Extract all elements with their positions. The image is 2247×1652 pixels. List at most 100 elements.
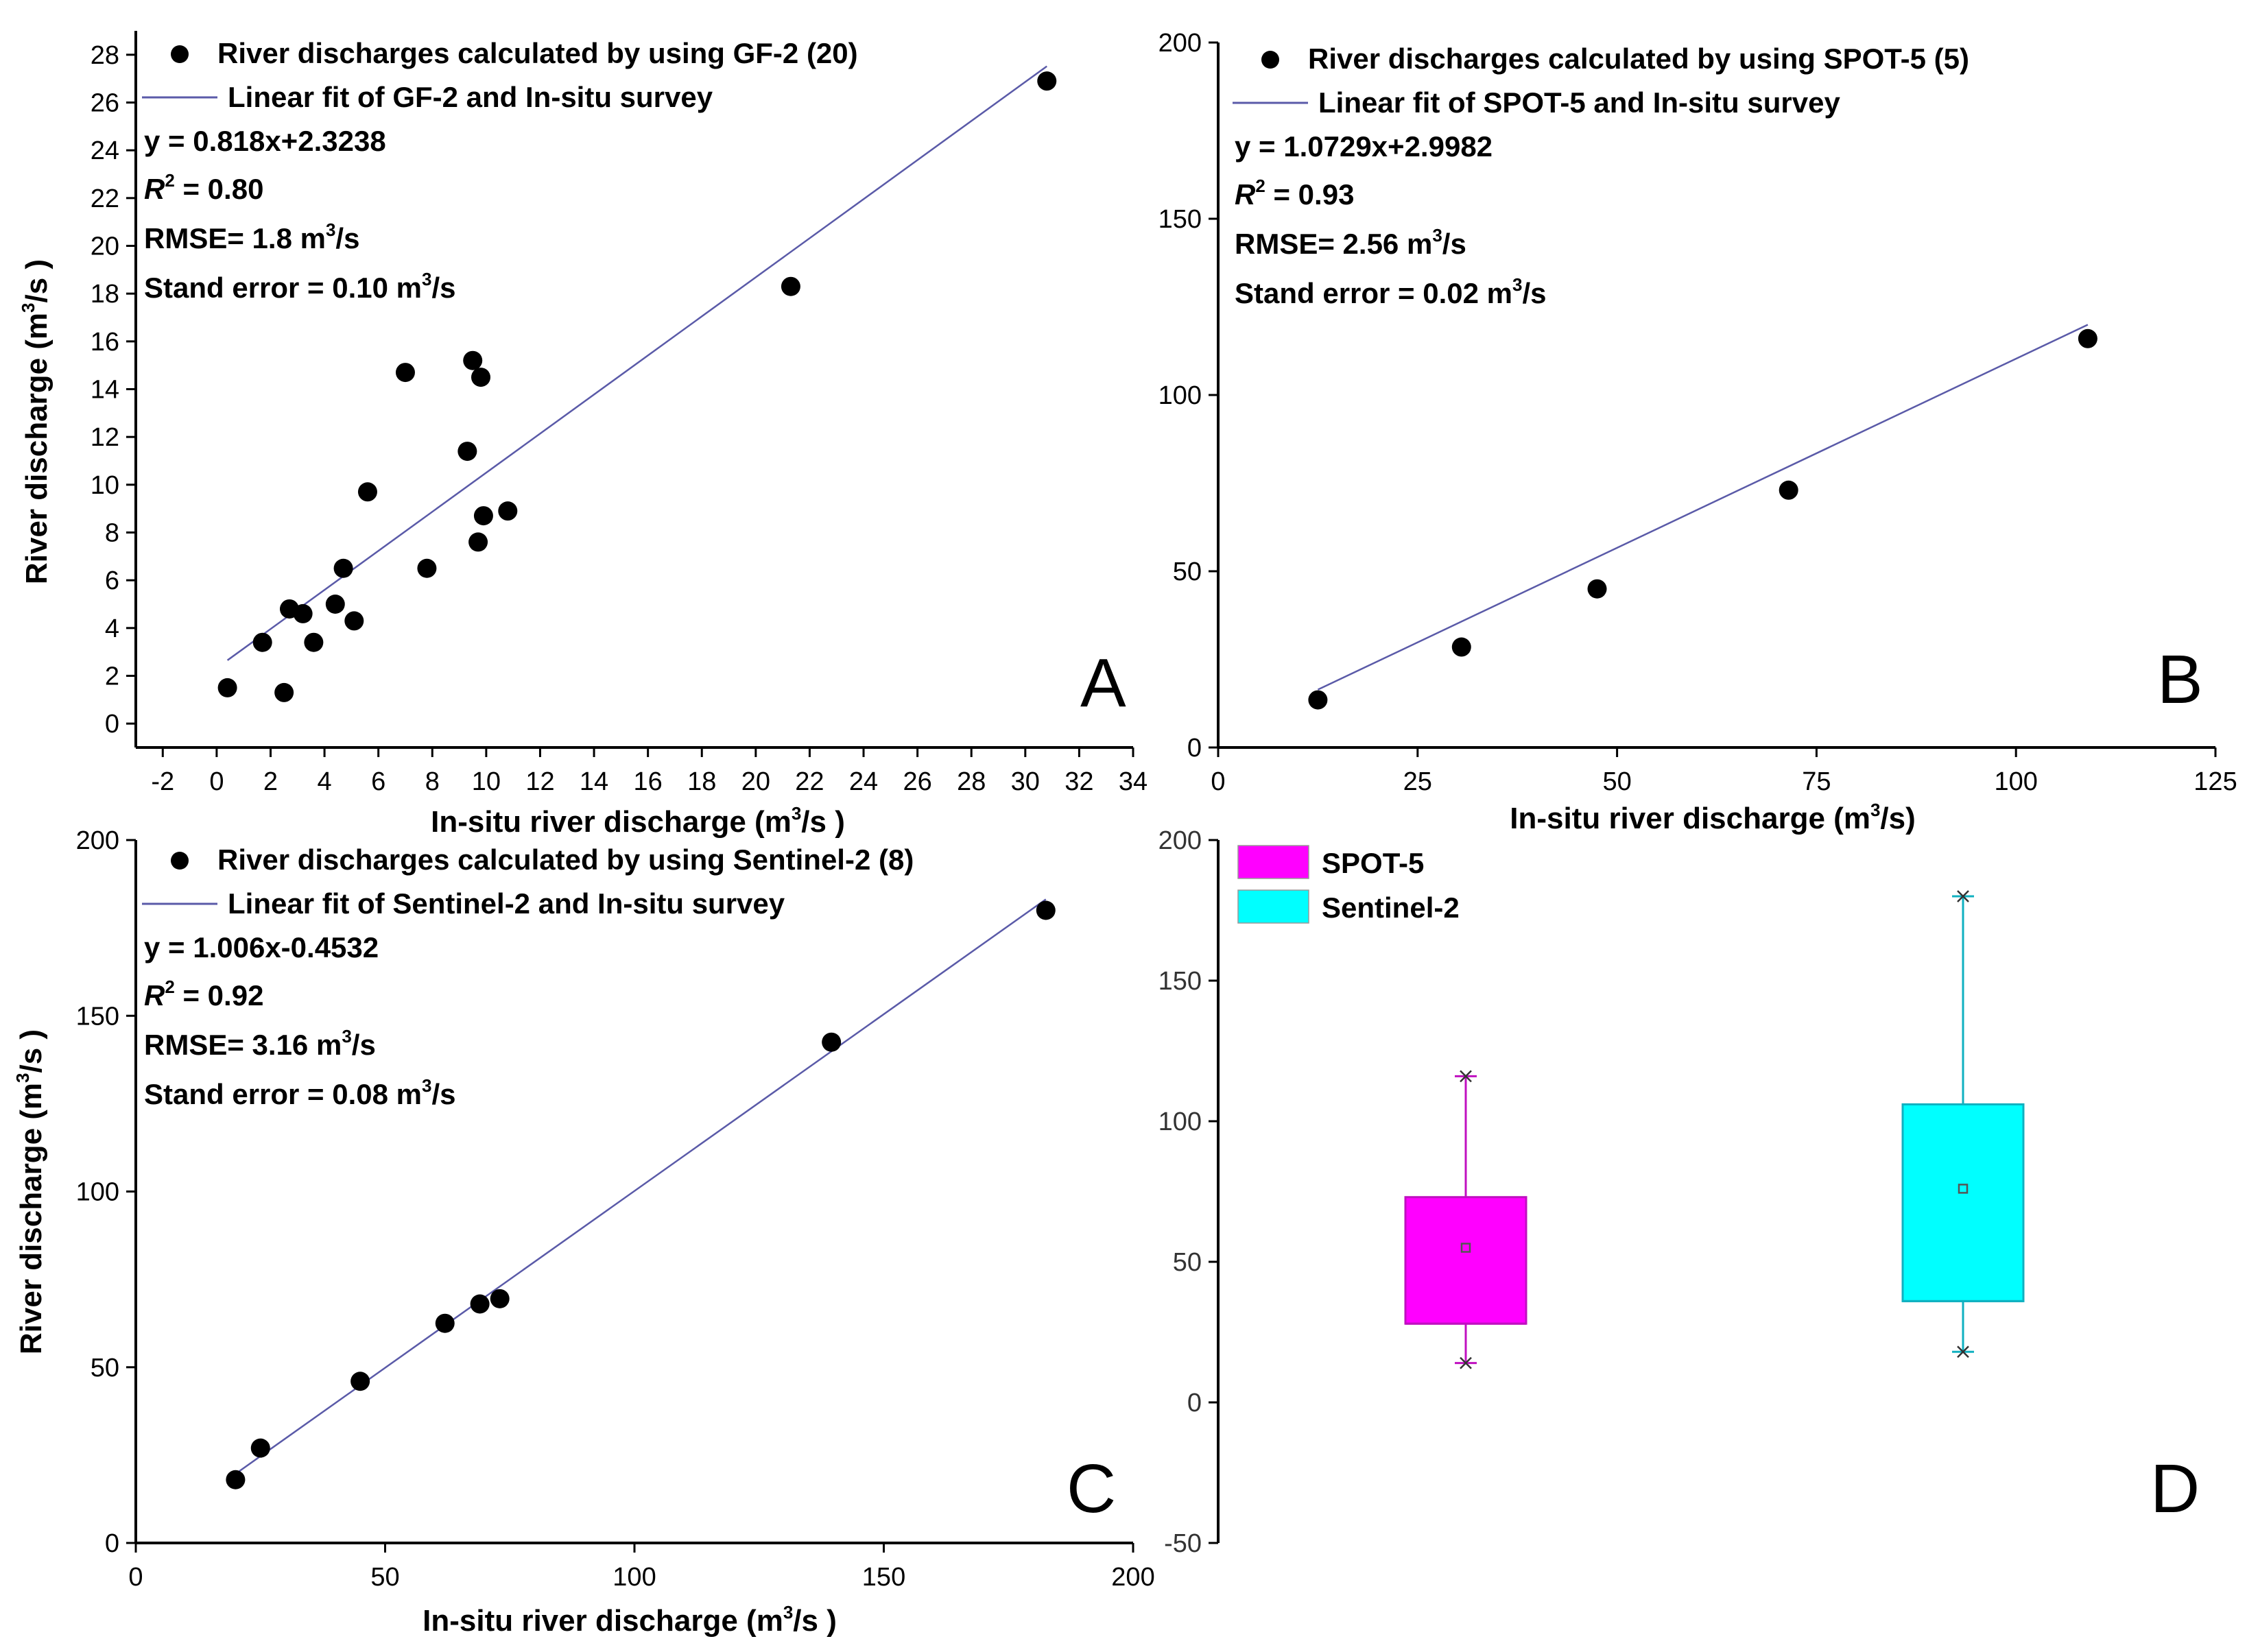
fit-equation: y = 1.0729x+2.9982 bbox=[1235, 130, 1493, 163]
data-point bbox=[470, 1294, 490, 1314]
legend-swatch bbox=[1237, 845, 1309, 879]
x-tick-label: 100 bbox=[613, 1563, 656, 1592]
data-point bbox=[435, 1313, 455, 1333]
data-point bbox=[250, 1438, 270, 1458]
x-tick-label: 0 bbox=[209, 767, 224, 796]
y-tick-label: 100 bbox=[76, 1178, 119, 1207]
data-point bbox=[350, 1372, 370, 1391]
data-point bbox=[498, 501, 518, 521]
y-tick-label: 200 bbox=[76, 826, 119, 855]
x-tick-label: 100 bbox=[1994, 767, 2037, 796]
fit-line bbox=[226, 65, 1047, 661]
fit-line bbox=[1317, 324, 2089, 691]
standard-error: Stand error = 0.08 m3/s bbox=[144, 1075, 456, 1110]
y-tick-label: 150 bbox=[76, 1002, 119, 1031]
r-squared: R2 = 0.92 bbox=[144, 977, 263, 1011]
y-tick-label: 16 bbox=[91, 328, 119, 357]
x-tick-label: 24 bbox=[849, 767, 878, 796]
y-tick-label: 28 bbox=[91, 41, 119, 70]
legend-marker-scatter bbox=[1261, 51, 1279, 69]
panel-d: -50 0 50 100 150 200 SPOT-5 Sentinel-2 D bbox=[1158, 826, 2200, 1558]
y-tick-label: 18 bbox=[91, 280, 119, 309]
legend-label: Sentinel-2 bbox=[1322, 891, 1460, 924]
legend-marker-scatter bbox=[171, 852, 189, 870]
x-tick-label: 2 bbox=[263, 767, 278, 796]
data-point bbox=[344, 611, 364, 631]
y-tick-label: 50 bbox=[91, 1354, 119, 1382]
x-tick-label: 12 bbox=[525, 767, 554, 796]
x-tick-label: 28 bbox=[957, 767, 986, 796]
fit-equation: y = 1.006x-0.4532 bbox=[144, 931, 379, 963]
x-tick-label: 22 bbox=[795, 767, 824, 796]
data-point bbox=[1451, 637, 1471, 657]
panel-label: B bbox=[2157, 641, 2203, 718]
data-point bbox=[417, 558, 437, 578]
data-point bbox=[1779, 480, 1798, 500]
standard-error: Stand error = 0.02 m3/s bbox=[1235, 274, 1547, 309]
x-tick-label: 150 bbox=[862, 1563, 905, 1592]
panel-label: C bbox=[1067, 1450, 1116, 1527]
x-tick-label: 125 bbox=[2194, 767, 2237, 796]
x-tick-label: 200 bbox=[1111, 1563, 1154, 1592]
data-point bbox=[1308, 690, 1328, 710]
x-axis-label: In-situ river discharge (m3/s ) bbox=[431, 803, 845, 839]
y-tick-label: 12 bbox=[91, 423, 119, 452]
legend-label-scatter: River discharges calculated by using GF-… bbox=[217, 37, 858, 69]
data-point bbox=[226, 1470, 246, 1489]
x-tick-label: 20 bbox=[741, 767, 770, 796]
x-tick-label: 8 bbox=[425, 767, 440, 796]
panel-label: A bbox=[1080, 645, 1126, 721]
x-tick-label: 4 bbox=[318, 767, 332, 796]
y-tick-label: 100 bbox=[1158, 381, 1202, 410]
legend-label: SPOT-5 bbox=[1322, 847, 1424, 879]
x-tick-label: 50 bbox=[1602, 767, 1631, 796]
x-tick-label: 30 bbox=[1011, 767, 1040, 796]
box-spot-5 bbox=[1404, 1196, 1527, 1325]
extreme-marker bbox=[1460, 1070, 1472, 1083]
y-tick-label: 0 bbox=[105, 710, 119, 739]
data-point bbox=[1036, 900, 1056, 920]
x-tick-label: 16 bbox=[634, 767, 663, 796]
y-tick-label: 8 bbox=[105, 519, 119, 548]
y-tick-label: 0 bbox=[1187, 1389, 1202, 1417]
legend-label-scatter: River discharges calculated by using Sen… bbox=[217, 843, 914, 876]
y-tick-label: 150 bbox=[1158, 205, 1202, 234]
y-tick-label: 10 bbox=[91, 471, 119, 500]
legend-label-fit: Linear fit of SPOT-5 and In-situ survey bbox=[1318, 86, 1840, 119]
data-point bbox=[822, 1032, 842, 1052]
r-squared: R2 = 0.93 bbox=[1235, 176, 1354, 211]
y-tick-label: 0 bbox=[1187, 734, 1202, 763]
data-point bbox=[217, 678, 237, 697]
y-tick-label: 2 bbox=[105, 662, 119, 691]
data-point bbox=[333, 558, 353, 578]
extreme-marker bbox=[1957, 1345, 1969, 1358]
y-tick-label: 50 bbox=[1173, 558, 1202, 586]
rmse: RMSE= 1.8 m3/s bbox=[144, 219, 359, 254]
x-tick-label: 25 bbox=[1403, 767, 1432, 796]
x-tick-label: 18 bbox=[687, 767, 716, 796]
rmse: RMSE= 2.56 m3/s bbox=[1235, 225, 1466, 260]
x-axis-label: In-situ river discharge (m3/s ) bbox=[423, 1602, 837, 1638]
data-point bbox=[325, 595, 345, 614]
x-tick-label: 34 bbox=[1119, 767, 1148, 796]
y-tick-label: 24 bbox=[91, 136, 119, 165]
box-mean-marker bbox=[1460, 1243, 1471, 1253]
x-tick-label: 75 bbox=[1802, 767, 1831, 796]
y-tick-label: 26 bbox=[91, 89, 119, 118]
data-point bbox=[468, 532, 488, 552]
box-mean-marker bbox=[1958, 1184, 1969, 1194]
panel-a: -2 0 2 4 6 8 10 12 14 16 18 20 22 24 26 28 30 32 340246810… bbox=[18, 31, 1148, 839]
y-tick-label: 150 bbox=[1158, 967, 1202, 996]
y-tick-label: -50 bbox=[1164, 1529, 1202, 1558]
data-point bbox=[1037, 71, 1057, 91]
data-point bbox=[463, 350, 483, 370]
box-sentinel-2 bbox=[1901, 1103, 2025, 1302]
fit-equation: y = 0.818x+2.3238 bbox=[144, 125, 386, 157]
y-tick-label: 20 bbox=[91, 232, 119, 261]
fit-line bbox=[235, 898, 1047, 1475]
extreme-marker bbox=[1460, 1356, 1472, 1369]
data-point bbox=[293, 603, 313, 623]
y-tick-label: 100 bbox=[1158, 1108, 1202, 1136]
legend-swatch bbox=[1237, 889, 1309, 924]
